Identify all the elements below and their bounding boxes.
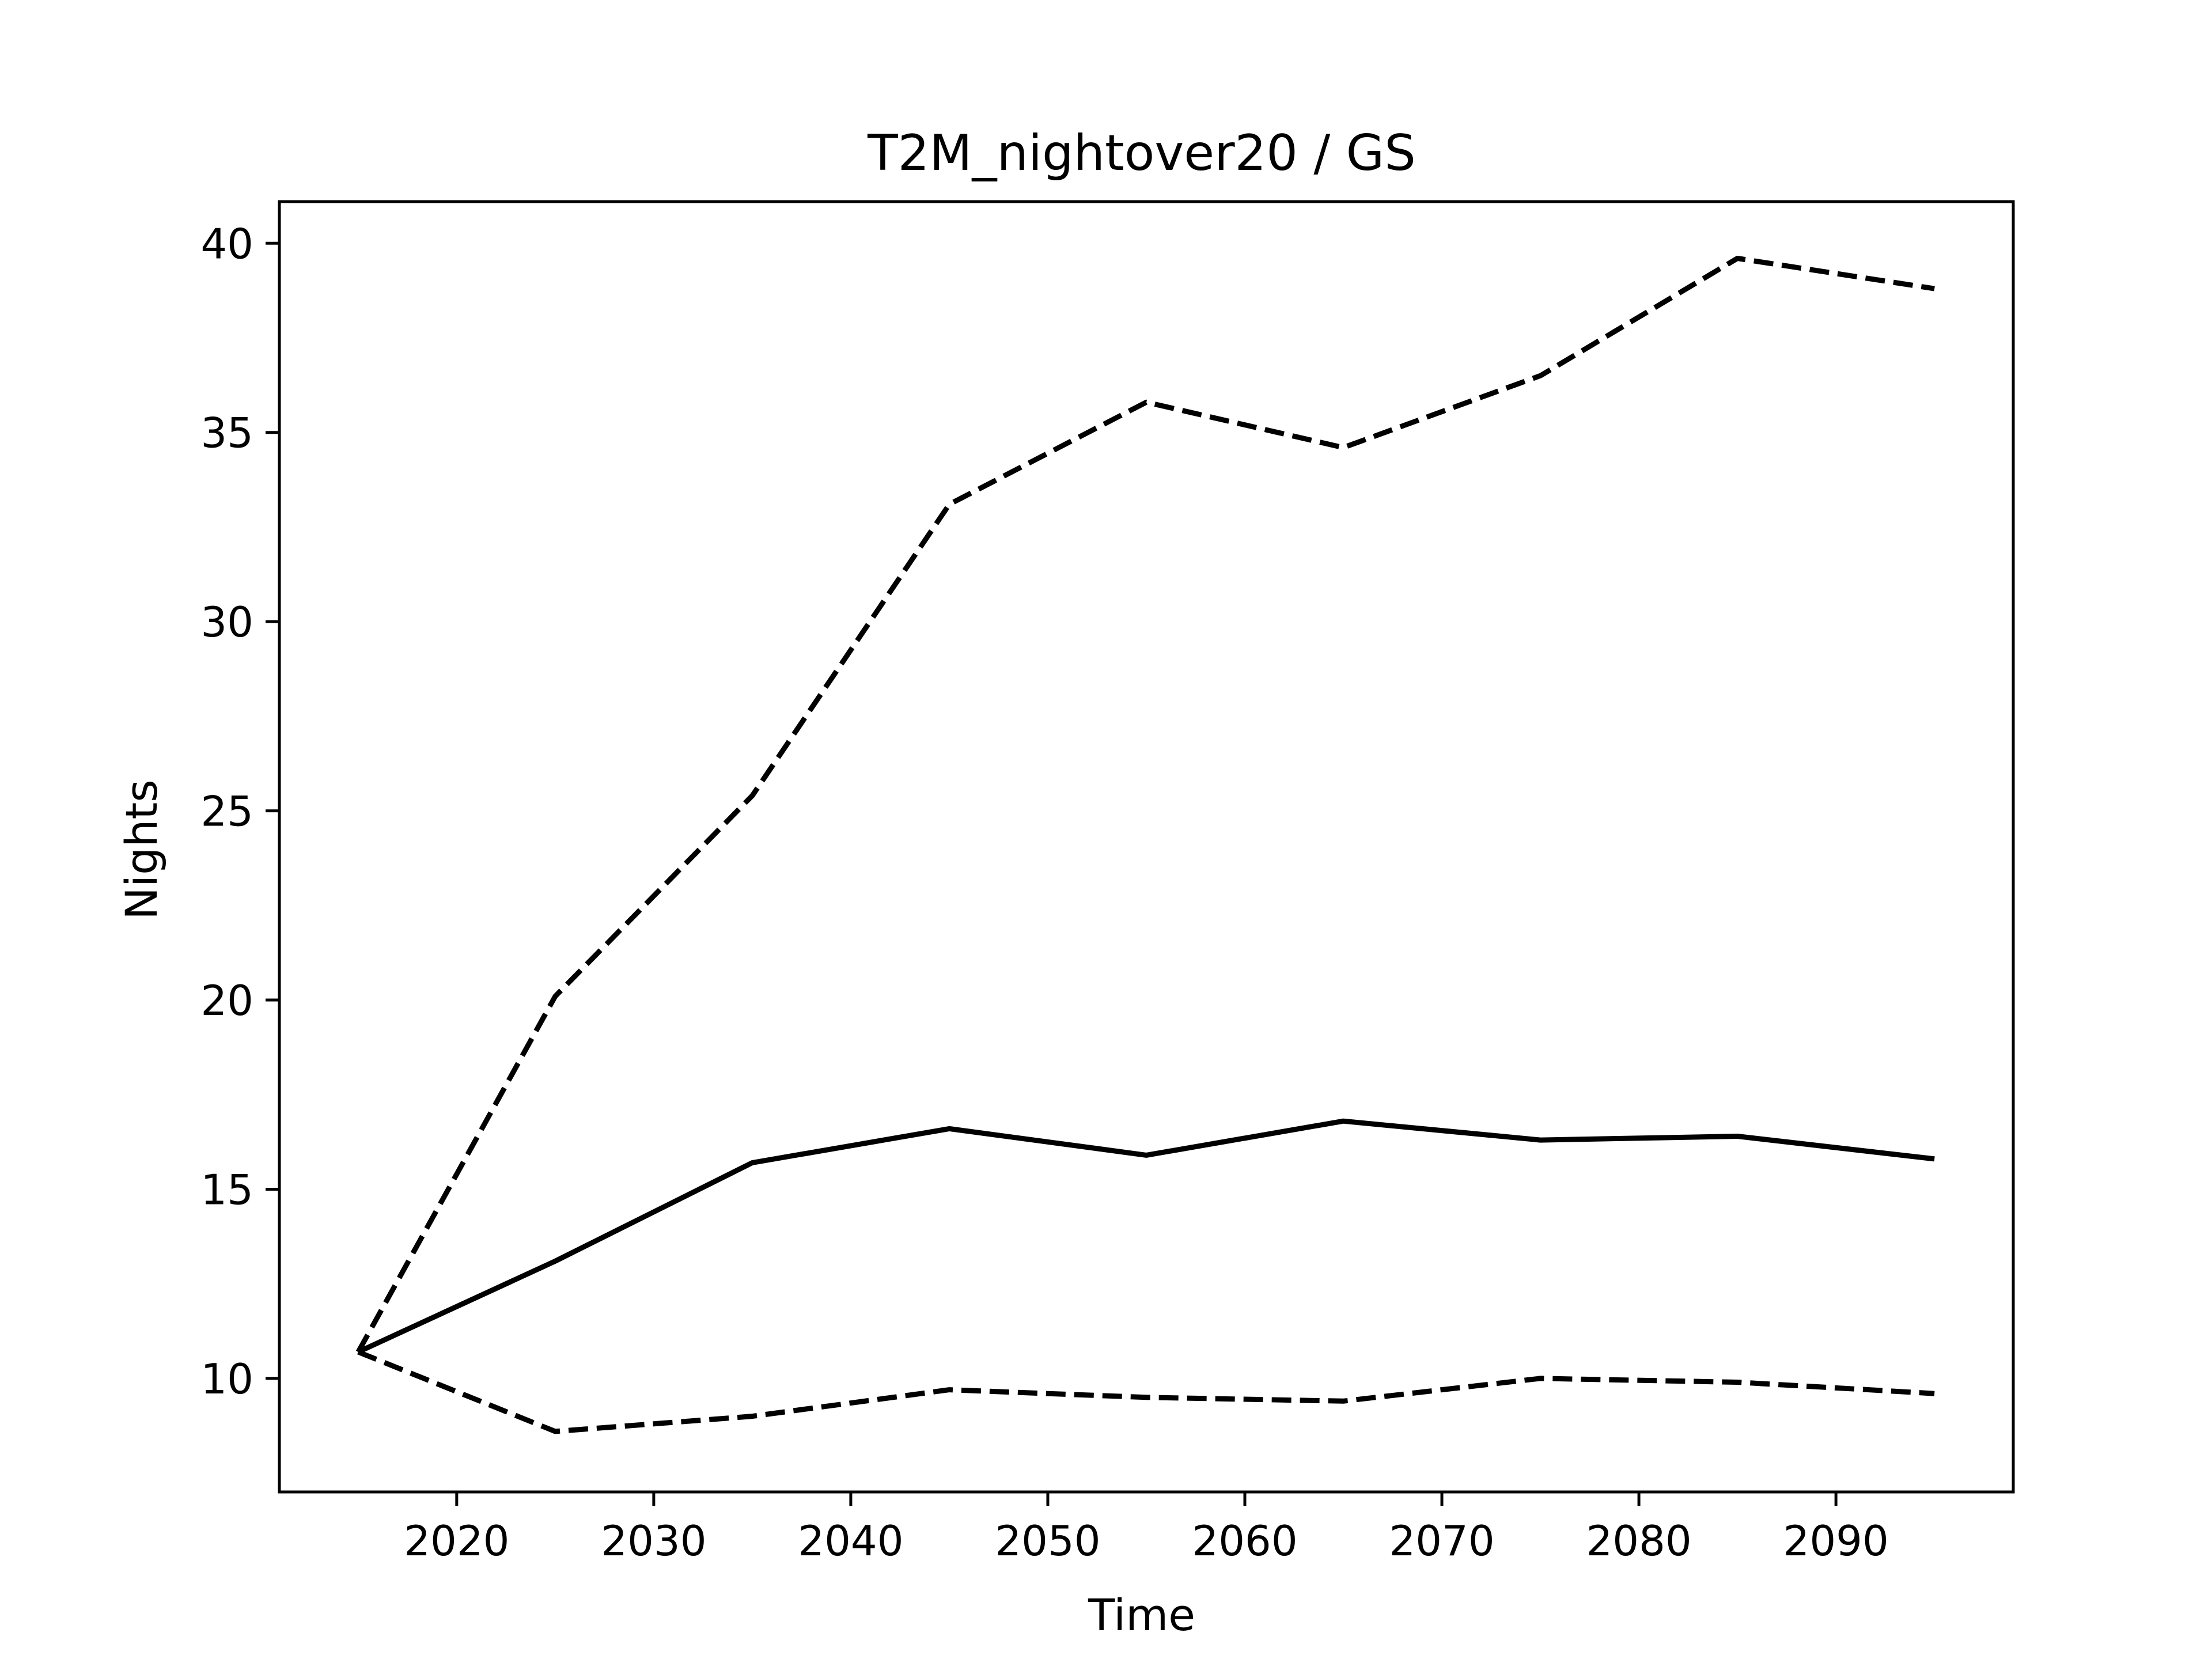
y-tick-label-20: 20 (200, 976, 253, 1025)
x-axis-label: Time (1088, 1589, 1195, 1641)
plot-area: 2020 2030 2040 2050 2060 2070 2080 2090 10 15 20 25… (200, 200, 2015, 1565)
x-tick-label-2060: 2060 (1192, 1517, 1297, 1565)
chart-title: T2M_nightover20 / GS (867, 124, 1416, 182)
y-tick-label-30: 30 (200, 598, 253, 646)
y-axis-label: Nights (116, 779, 167, 920)
x-tick-label-2090: 2090 (1783, 1517, 1889, 1565)
x-tick-label-2050: 2050 (995, 1517, 1100, 1565)
series-line-2 (355, 256, 1935, 1354)
plot-frame (278, 200, 2015, 1494)
x-tick-label-2020: 2020 (404, 1517, 509, 1565)
series-line-3 (357, 1349, 1935, 1434)
y-tick-label-40: 40 (200, 219, 253, 268)
y-tick-label-15: 15 (200, 1165, 253, 1214)
y-tick-label-25: 25 (200, 787, 253, 836)
x-tick-label-2030: 2030 (601, 1517, 706, 1565)
y-tick-label-10: 10 (200, 1355, 253, 1403)
x-tick-label-2080: 2080 (1586, 1517, 1691, 1565)
series-line-1 (357, 1118, 1935, 1355)
x-tick-label-2070: 2070 (1389, 1517, 1494, 1565)
x-tick-label-2040: 2040 (798, 1517, 903, 1565)
y-tick-label-35: 35 (200, 409, 253, 457)
